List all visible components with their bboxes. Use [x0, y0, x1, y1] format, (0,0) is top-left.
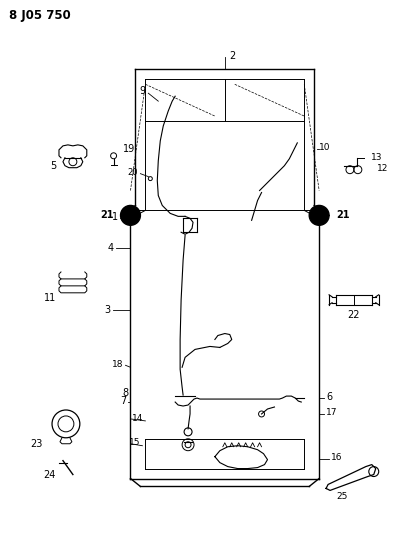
- Text: 17: 17: [326, 408, 338, 417]
- Text: 9: 9: [139, 86, 145, 96]
- Circle shape: [120, 205, 141, 225]
- Text: 3: 3: [105, 305, 110, 314]
- Text: 21: 21: [100, 211, 114, 220]
- Text: 24: 24: [44, 470, 56, 480]
- Text: 4: 4: [107, 243, 114, 253]
- Text: 6: 6: [326, 392, 332, 402]
- Text: 12: 12: [377, 164, 388, 173]
- Text: 21: 21: [336, 211, 350, 220]
- Text: 15: 15: [129, 438, 141, 447]
- Text: 1: 1: [112, 212, 118, 222]
- Text: 10: 10: [319, 143, 331, 152]
- Text: 22: 22: [348, 310, 360, 320]
- Circle shape: [309, 205, 329, 225]
- Text: 11: 11: [44, 293, 56, 303]
- Text: 7: 7: [120, 396, 126, 406]
- Text: 5: 5: [50, 161, 56, 171]
- Text: 8: 8: [122, 388, 128, 398]
- Text: 14: 14: [132, 415, 143, 423]
- Text: 19: 19: [122, 144, 135, 154]
- Text: 18: 18: [112, 360, 124, 369]
- Text: 25: 25: [336, 492, 347, 501]
- Text: 16: 16: [331, 453, 343, 462]
- Text: 20: 20: [127, 168, 137, 177]
- Text: 13: 13: [371, 154, 382, 162]
- Text: 2: 2: [229, 52, 235, 61]
- Text: 23: 23: [31, 439, 43, 449]
- Text: 8 J05 750: 8 J05 750: [10, 9, 71, 22]
